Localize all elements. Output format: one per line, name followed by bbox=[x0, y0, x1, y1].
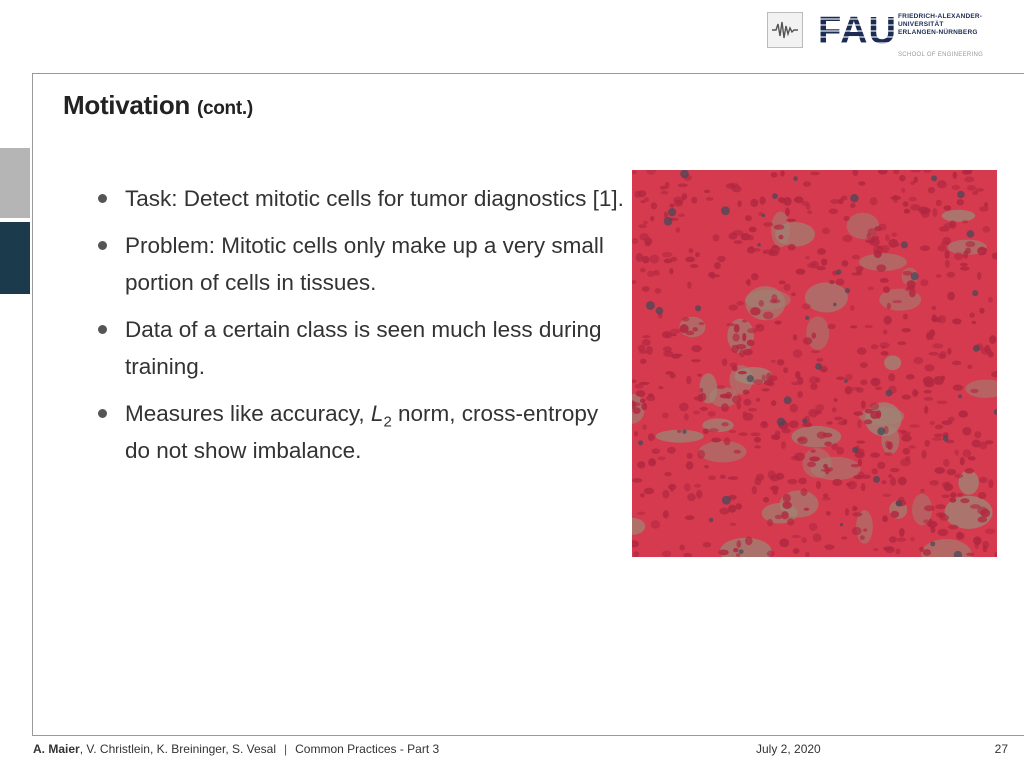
tissue-micrograph-image bbox=[632, 170, 997, 557]
frame-left-rule bbox=[32, 73, 33, 735]
fau-name-line: UNIVERSITÄT bbox=[898, 21, 944, 28]
fau-name-line: FRIEDRICH-ALEXANDER- bbox=[898, 13, 983, 20]
footer-separator: | bbox=[284, 742, 288, 756]
bullet-dot-icon bbox=[98, 194, 107, 203]
school-name: SCHOOL OF ENGINEERING bbox=[898, 52, 984, 58]
bullet-dot-icon bbox=[98, 409, 107, 418]
page-number: 27 bbox=[994, 742, 1008, 756]
math-subscript: 2 bbox=[383, 413, 392, 431]
footer: A. Maier, V. Christlein, K. Breininger, … bbox=[33, 742, 1008, 758]
institute-logo bbox=[767, 12, 803, 48]
lecture-title: Common Practices - Part 3 bbox=[295, 742, 440, 756]
bullet-text-prefix: Measures like accuracy, bbox=[125, 401, 371, 426]
fau-wordmark: FAU bbox=[818, 10, 897, 52]
bullet-item: Problem: Mitotic cells only make up a ve… bbox=[98, 227, 628, 301]
frame-top-rule bbox=[32, 73, 1024, 74]
slide-title: Motivation (cont.) bbox=[63, 90, 253, 121]
bullet-item: Task: Detect mitotic cells for tumor dia… bbox=[98, 180, 628, 217]
bullet-dot-icon bbox=[98, 325, 107, 334]
slide-title-main: Motivation bbox=[63, 90, 190, 120]
footer-authors: A. Maier, V. Christlein, K. Breininger, … bbox=[33, 742, 439, 756]
bullet-item: Measures like accuracy, L2 norm, cross-e… bbox=[98, 395, 628, 469]
section-marker-grey bbox=[0, 148, 30, 218]
bullet-text: Problem: Mitotic cells only make up a ve… bbox=[125, 233, 604, 295]
fau-university-name: FRIEDRICH-ALEXANDER- UNIVERSITÄT ERLANGE… bbox=[898, 13, 982, 37]
coauthors: , V. Christlein, K. Breininger, S. Vesal bbox=[79, 742, 277, 756]
bullet-list: Task: Detect mitotic cells for tumor dia… bbox=[98, 180, 628, 479]
signal-waveform-icon bbox=[772, 21, 798, 39]
bullet-dot-icon bbox=[98, 241, 107, 250]
frame-bottom-rule bbox=[32, 735, 1024, 736]
section-marker-dark bbox=[0, 222, 30, 294]
slide-title-suffix: (cont.) bbox=[196, 98, 253, 119]
fau-name-line: ERLANGEN-NÜRNBERG bbox=[898, 29, 978, 36]
lead-author: A. Maier bbox=[33, 742, 80, 756]
bullet-text: Data of a certain class is seen much les… bbox=[125, 317, 602, 379]
footer-date: July 2, 2020 bbox=[756, 742, 821, 756]
bullet-text-suffix: norm, cross-entropy do not show imbalanc… bbox=[125, 401, 599, 463]
math-variable: L bbox=[370, 401, 384, 426]
bullet-text: Task: Detect mitotic cells for tumor dia… bbox=[125, 186, 624, 211]
bullet-item: Data of a certain class is seen much les… bbox=[98, 311, 628, 385]
